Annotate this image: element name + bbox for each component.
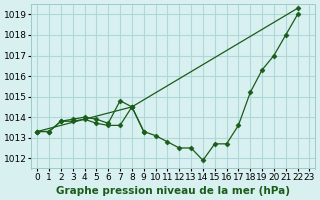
X-axis label: Graphe pression niveau de la mer (hPa): Graphe pression niveau de la mer (hPa) [56,186,290,196]
